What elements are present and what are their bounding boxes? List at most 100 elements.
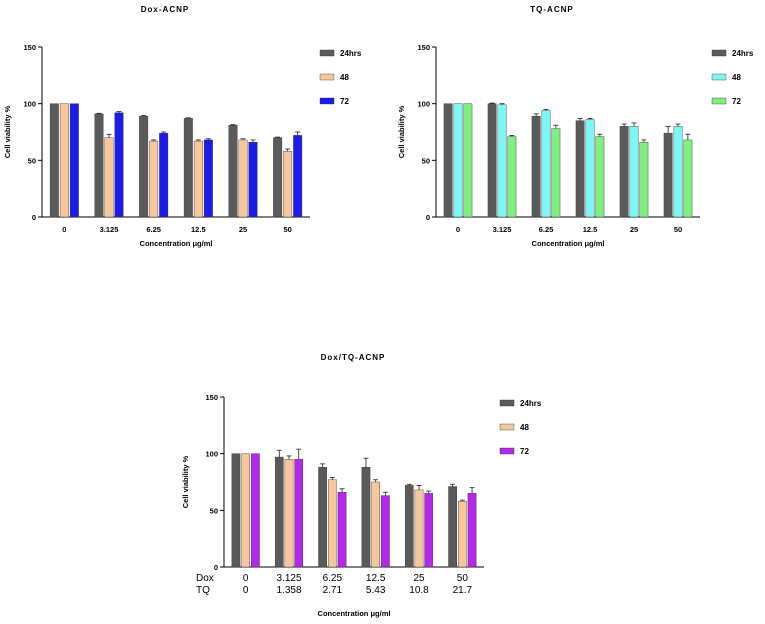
- chart-title: TQ-ACNP: [530, 5, 573, 14]
- row-value-tq: 10.8: [409, 585, 429, 596]
- legend-swatch: [319, 73, 335, 81]
- bar-48-6.25: [149, 140, 159, 218]
- y-tick-label: 150: [205, 393, 218, 402]
- legend-label: 48: [520, 423, 529, 432]
- bar-72-3.125: [114, 112, 124, 218]
- bar-24hrs-0: [49, 103, 59, 218]
- bar-72-0: [69, 103, 79, 218]
- legend-label: 24hrs: [520, 399, 542, 408]
- x-tick-label: 3.125: [493, 225, 512, 234]
- bar-24hrs-50: [273, 137, 283, 218]
- y-tick-label: 50: [422, 156, 430, 165]
- chart-title: Dox/TQ-ACNP: [321, 353, 386, 362]
- legend-swatch: [499, 447, 515, 455]
- row-label-dox: Dox: [196, 573, 214, 584]
- bar-48-3.125: [104, 137, 114, 218]
- bar-72-25: [248, 141, 258, 218]
- y-axis-label: Cell viability %: [3, 105, 12, 158]
- row-value-dox: 25: [413, 573, 425, 584]
- bar-48-0: [453, 103, 463, 218]
- legend-swatch: [319, 97, 335, 105]
- bar-24hrs-25: [404, 485, 414, 568]
- y-tick-label: 150: [417, 43, 430, 52]
- bar-72-6.25: [551, 128, 561, 218]
- bar-24hrs-12.5: [361, 467, 371, 568]
- y-tick-label: 100: [23, 100, 36, 109]
- legend-swatch: [711, 73, 727, 81]
- bar-72-3.125: [507, 136, 517, 218]
- legend-label: 48: [732, 73, 741, 82]
- row-value-dox: 0: [243, 573, 249, 584]
- bar-24hrs-12.5: [575, 120, 585, 218]
- x-tick-label: 6.25: [539, 225, 554, 234]
- chart-title: Dox-ACNP: [141, 5, 189, 14]
- row-value-tq: 21.7: [453, 585, 473, 596]
- bar-48-0: [241, 453, 250, 568]
- bar-48-25: [629, 126, 639, 218]
- x-tick-label: 25: [630, 225, 638, 234]
- x-tick-label: 3.125: [100, 225, 119, 234]
- row-value-dox: 12.5: [366, 573, 386, 584]
- bar-48-50: [283, 151, 293, 218]
- row-value-dox: 50: [457, 573, 469, 584]
- bar-48-50: [458, 501, 467, 568]
- legend-label: 24hrs: [340, 49, 362, 58]
- bar-24hrs-6.25: [531, 115, 541, 218]
- bar-72-50: [683, 139, 693, 218]
- bar-48-12.5: [371, 481, 380, 568]
- bar-48-25: [238, 139, 248, 218]
- legend-swatch: [499, 423, 515, 431]
- bar-48-6.25: [541, 110, 551, 218]
- bar-24hrs-0: [443, 103, 453, 218]
- x-tick-label: 25: [239, 225, 247, 234]
- bar-72-6.25: [159, 132, 169, 218]
- bar-72-0: [463, 103, 473, 218]
- legend-swatch: [711, 97, 727, 105]
- bar-72-25: [424, 493, 434, 568]
- legend-label: 48: [340, 73, 349, 82]
- bar-72-3.125: [294, 459, 304, 568]
- bar-24hrs-25: [619, 126, 629, 218]
- chart-2: TQ-ACNP 0 50 100 150 Cell viability % 0 3.125 6.…: [397, 5, 754, 248]
- x-tick-label: 0: [62, 225, 66, 234]
- row-value-tq: 1.358: [276, 585, 301, 596]
- bar-24hrs-12.5: [183, 118, 193, 218]
- x-tick-label: 12.5: [583, 225, 598, 234]
- bar-72-25: [639, 141, 649, 218]
- legend-swatch: [499, 399, 515, 407]
- bar-48-25: [414, 489, 424, 568]
- bar-72-12.5: [595, 136, 605, 218]
- legend-swatch: [319, 49, 335, 57]
- row-value-tq: 0: [243, 585, 249, 596]
- y-tick-label: 150: [23, 43, 36, 52]
- row-value-tq: 2.71: [323, 585, 343, 596]
- y-axis-label: Cell viability %: [397, 105, 406, 158]
- legend-swatch: [711, 49, 727, 57]
- bar-48-12.5: [193, 140, 203, 218]
- bar-48-3.125: [497, 104, 507, 218]
- chart-1: Dox-ACNP 0 50 100 150 Cell viability % 0 3.125 6…: [3, 5, 362, 248]
- bar-72-6.25: [337, 492, 347, 568]
- x-axis-label: Concentration μg/ml: [318, 609, 391, 618]
- x-tick-label: 50: [283, 225, 291, 234]
- bar-72-50: [293, 135, 303, 218]
- y-tick-label: 0: [214, 563, 218, 572]
- legend-label: 72: [732, 97, 741, 106]
- row-value-tq: 5.43: [366, 585, 386, 596]
- bar-24hrs-25: [228, 124, 238, 218]
- bar-72-12.5: [203, 139, 213, 218]
- x-axis-label: Concentration μg/ml: [532, 239, 605, 248]
- bar-24hrs-3.125: [94, 113, 104, 218]
- bar-72-12.5: [381, 495, 390, 568]
- bar-24hrs-3.125: [274, 456, 284, 568]
- y-tick-label: 50: [28, 156, 36, 165]
- row-value-dox: 3.125: [276, 573, 301, 584]
- legend-label: 72: [340, 97, 349, 106]
- bar-48-0: [59, 103, 69, 218]
- x-tick-label: 50: [674, 225, 682, 234]
- bar-48-50: [673, 126, 683, 218]
- y-tick-label: 0: [32, 213, 36, 222]
- y-tick-label: 100: [205, 450, 218, 459]
